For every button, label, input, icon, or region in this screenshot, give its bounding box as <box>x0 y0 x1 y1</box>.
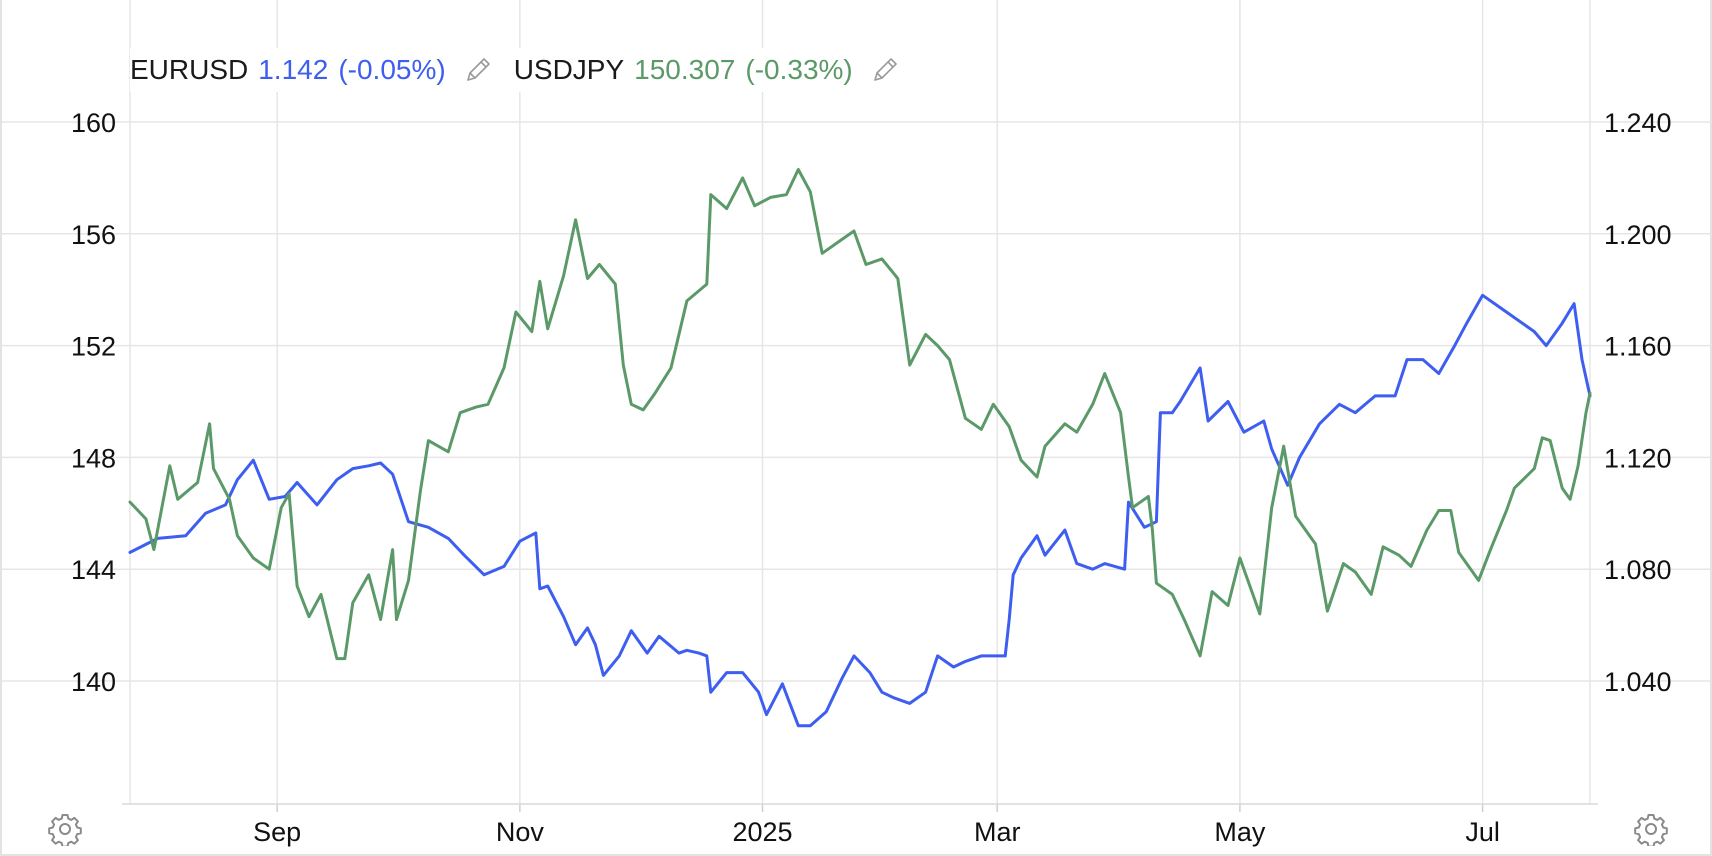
legend-item-usdjpy[interactable]: USDJPY 150.307 (-0.33%) <box>514 54 921 86</box>
series-line-eurusd <box>128 293 1592 728</box>
right-axis-tick-label: 1.240 <box>1604 108 1672 138</box>
right-axis-tick-label: 1.120 <box>1604 443 1672 473</box>
legend-value-usdjpy: 150.307 <box>634 54 736 85</box>
pencil-icon[interactable] <box>869 54 901 86</box>
x-axis-tick-label: Mar <box>974 817 1021 847</box>
legend-value-eurusd: 1.142 <box>258 54 329 85</box>
right-axis-tick-label: 1.200 <box>1604 220 1672 250</box>
series <box>128 168 1592 728</box>
pencil-icon[interactable] <box>462 54 494 86</box>
legend-symbol-usdjpy: USDJPY <box>513 54 625 85</box>
x-axis-tick-label: May <box>1214 817 1266 847</box>
legend-change-usdjpy: (-0.33%) <box>745 54 853 85</box>
left-axis-tick-label: 160 <box>71 108 116 138</box>
gear-icon[interactable] <box>48 812 82 848</box>
grid <box>2 0 1712 804</box>
gear-icon[interactable] <box>1634 812 1668 848</box>
series-line-usdjpy <box>128 168 1592 661</box>
x-axis-tick-label: Nov <box>496 817 545 847</box>
axes: 140 144 148 152 156 160 1.040 1.080 1.120 1.160 1.… <box>71 108 1672 847</box>
x-axis-tick-label: 2025 <box>732 817 792 847</box>
right-axis-tick-label: 1.040 <box>1604 667 1672 697</box>
legend-item-eurusd[interactable]: EURUSD 1.142 (-0.05%) <box>130 54 514 86</box>
left-axis-tick-label: 148 <box>71 443 116 473</box>
legend: EURUSD 1.142 (-0.05%) USDJPY 150.307 (-0… <box>130 48 927 92</box>
legend-change-eurusd: (-0.05%) <box>338 54 446 85</box>
x-axis-tick-label: Sep <box>253 817 301 847</box>
left-axis-tick-label: 156 <box>71 220 116 250</box>
right-axis-tick-label: 1.160 <box>1604 332 1672 362</box>
x-axis-tick-label: Jul <box>1465 817 1500 847</box>
legend-symbol-eurusd: EURUSD <box>130 54 249 85</box>
left-axis-tick-label: 140 <box>71 667 116 697</box>
left-axis-tick-label: 152 <box>71 332 116 362</box>
right-axis-tick-label: 1.080 <box>1604 555 1672 585</box>
left-axis-tick-label: 144 <box>71 555 116 585</box>
